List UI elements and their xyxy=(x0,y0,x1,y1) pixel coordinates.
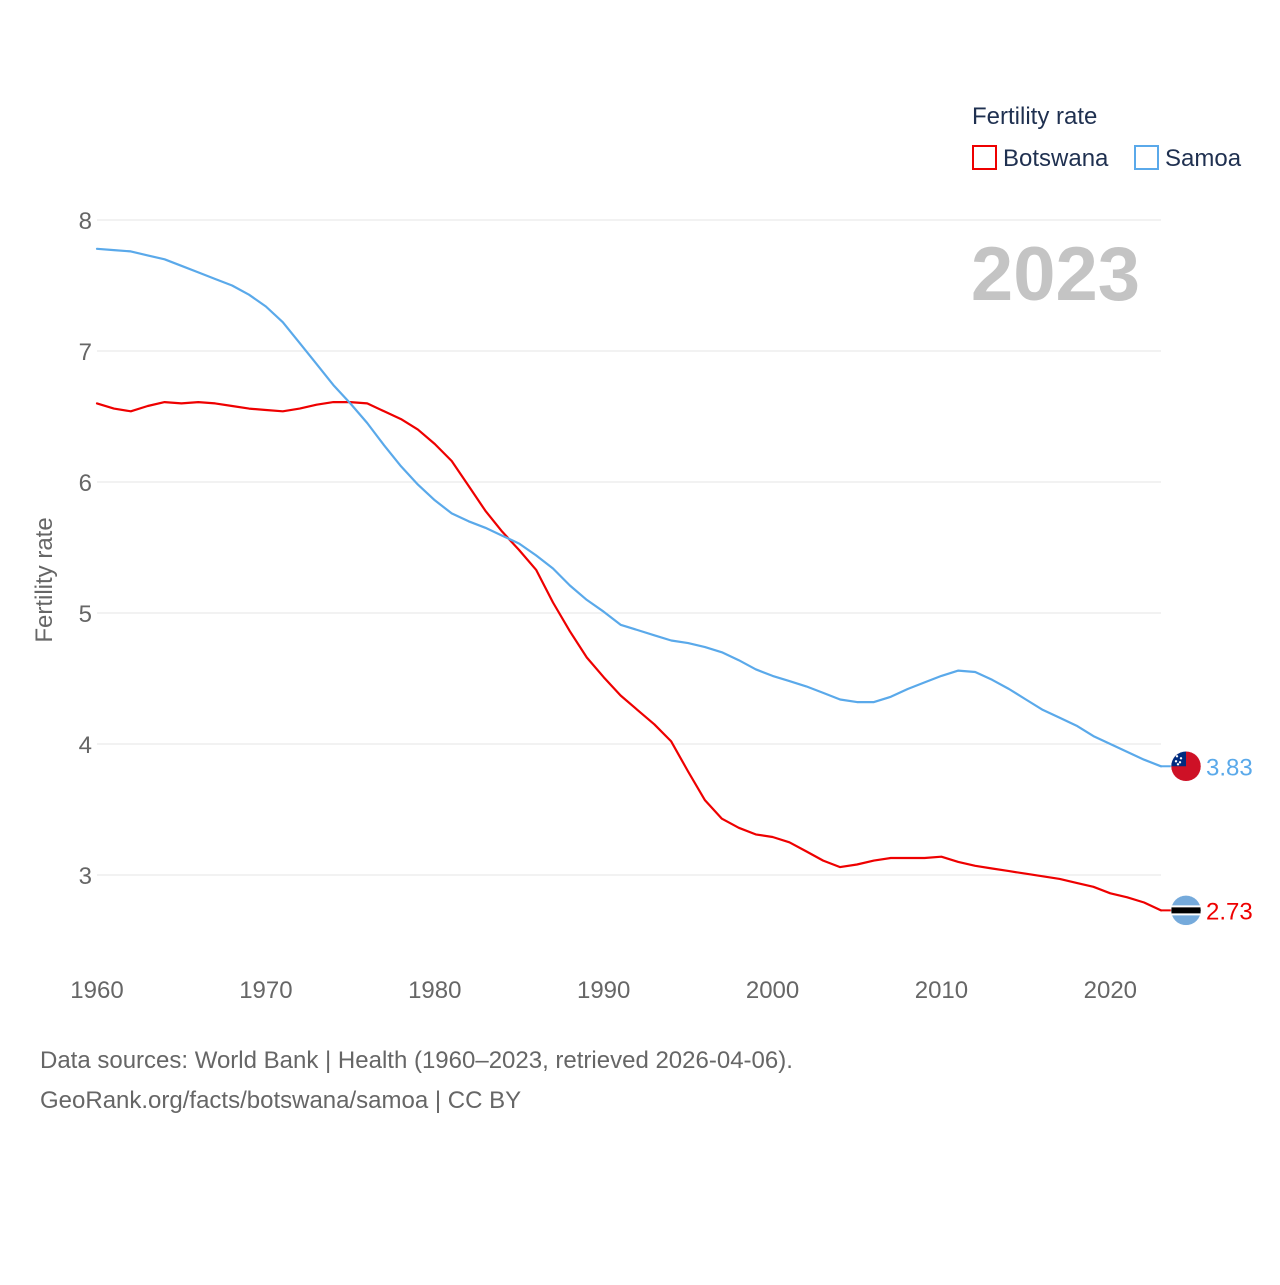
samoa-flag-icon xyxy=(1170,751,1202,782)
series-line-samoa xyxy=(95,247,1163,768)
flag-outline xyxy=(1170,895,1202,926)
x-tick-label: 1960 xyxy=(70,977,123,1004)
y-tick-label: 4 xyxy=(79,732,92,759)
end-value-label-samoa: 3.83 xyxy=(1206,754,1253,781)
legend-title: Fertility rate xyxy=(972,103,1097,130)
grid-layer xyxy=(97,219,1161,876)
y-tick-label: 8 xyxy=(79,208,92,235)
botswana-flag-icon xyxy=(1170,895,1202,926)
legend-item-samoa: Samoa xyxy=(1134,145,1242,172)
x-tick-label: 1970 xyxy=(239,977,292,1004)
flag-star xyxy=(1178,761,1182,764)
y-tick-label: 5 xyxy=(79,601,92,628)
flag-star xyxy=(1175,755,1179,758)
y-tick-label: 3 xyxy=(79,863,92,890)
flag-outline xyxy=(1170,751,1202,782)
legend-label-samoa: Samoa xyxy=(1165,145,1242,172)
series-line-botswana xyxy=(95,401,1163,912)
flag-black-band xyxy=(1171,907,1201,914)
flag-star xyxy=(1174,760,1178,763)
series-layer xyxy=(95,247,1163,912)
legend: Fertility rate Botswana Samoa xyxy=(972,103,1242,172)
year-label: 2023 xyxy=(971,232,1140,317)
legend-swatch-samoa xyxy=(1134,145,1159,170)
flag-star xyxy=(1179,757,1183,760)
y-tick-label: 6 xyxy=(79,470,92,497)
y-axis-title: Fertility rate xyxy=(31,517,58,642)
endpoint-layer: 2.73 3.83 xyxy=(1161,751,1253,926)
legend-item-botswana: Botswana xyxy=(972,145,1109,172)
source-line-2: GeoRank.org/facts/botswana/samoa | CC BY xyxy=(40,1087,521,1114)
axes-layer: 3 4 5 6 7 8 1960 1970 1980 1990 2000 2010 2020 xyxy=(70,208,1137,1004)
x-tick-label: 2000 xyxy=(746,977,799,1004)
y-tick-label: 7 xyxy=(79,339,92,366)
x-tick-label: 1990 xyxy=(577,977,630,1004)
source-line-1: Data sources: World Bank | Health (1960–… xyxy=(40,1047,793,1074)
legend-swatch-botswana xyxy=(972,145,997,170)
flag-body xyxy=(1171,895,1201,926)
flag-star xyxy=(1176,763,1180,766)
end-value-label-botswana: 2.73 xyxy=(1206,898,1253,925)
x-tick-label: 2020 xyxy=(1084,977,1137,1004)
x-tick-label: 1980 xyxy=(408,977,461,1004)
legend-label-botswana: Botswana xyxy=(1003,145,1109,172)
x-tick-label: 2010 xyxy=(915,977,968,1004)
